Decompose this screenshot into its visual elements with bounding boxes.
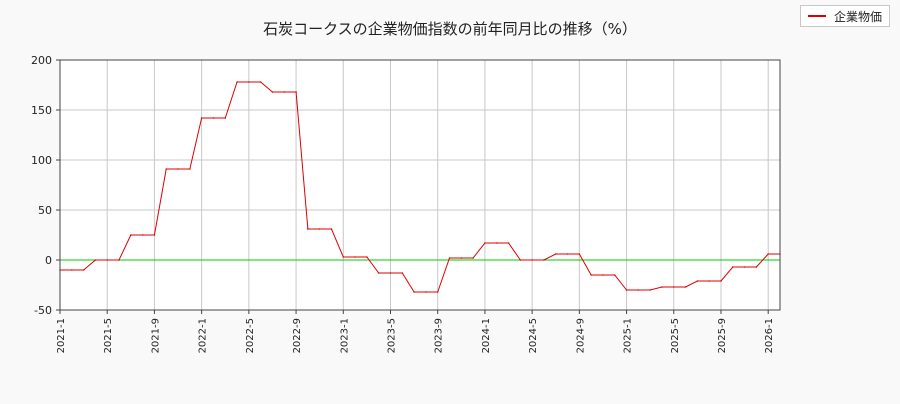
data-point — [460, 257, 463, 259]
data-point — [307, 228, 309, 230]
x-tick-label: 2025-9 — [717, 318, 728, 353]
data-point — [743, 266, 746, 268]
y-tick-labels: -50 0 50 100 150 200 — [31, 54, 60, 317]
x-tick-label: 2025-1 — [623, 318, 634, 353]
data-point — [672, 286, 675, 288]
data-point — [71, 269, 73, 271]
data-point — [472, 257, 474, 259]
data-point — [283, 91, 286, 93]
data-point — [531, 259, 533, 261]
data-point — [212, 117, 215, 119]
x-tick-label: 2026-1 — [764, 318, 775, 353]
y-tick-label: 200 — [31, 54, 52, 67]
data-point — [177, 168, 179, 170]
data-point — [236, 81, 238, 83]
data-point — [436, 291, 439, 293]
data-point — [377, 272, 380, 274]
data-point — [295, 91, 297, 93]
x-tick-label: 2023-5 — [386, 318, 397, 353]
data-point — [755, 266, 758, 268]
data-point — [401, 272, 404, 274]
x-tick-label: 2023-9 — [434, 318, 445, 353]
series-line-kigyo-bukka — [60, 81, 780, 293]
data-point — [153, 234, 156, 236]
y-tick-label: 100 — [31, 154, 52, 167]
data-point — [342, 256, 345, 258]
data-point — [519, 259, 522, 261]
data-point — [602, 274, 604, 276]
data-point — [637, 289, 640, 291]
data-point — [200, 117, 203, 119]
data-point — [554, 253, 557, 255]
data-point — [566, 253, 569, 255]
x-tick-label: 2021-9 — [150, 318, 161, 353]
data-point — [767, 253, 769, 255]
data-point — [590, 274, 592, 276]
x-tick-label: 2025-5 — [670, 318, 681, 353]
x-tick-label: 2023-1 — [339, 318, 350, 353]
data-point — [507, 242, 510, 244]
data-point — [259, 81, 262, 83]
data-point — [330, 228, 333, 230]
legend-label: 企業物価 — [834, 9, 883, 24]
data-point — [661, 286, 663, 288]
chart-title: 石炭コークスの企業物価指数の前年同月比の推移（%） — [263, 20, 637, 38]
data-point — [106, 259, 109, 261]
y-tick-label: 50 — [38, 204, 52, 217]
x-tick-label: 2022-5 — [245, 318, 256, 353]
data-point — [389, 272, 392, 274]
data-point — [696, 280, 699, 282]
legend: 企業物価 — [800, 5, 890, 27]
data-point — [720, 280, 722, 282]
x-tick-label: 2022-9 — [292, 318, 303, 353]
data-point — [684, 286, 687, 288]
data-point — [354, 256, 356, 258]
data-points — [59, 81, 781, 293]
data-point — [189, 168, 191, 170]
data-point — [165, 168, 168, 170]
data-point — [224, 117, 227, 119]
x-tick-labels: 2021-1 2021-5 2021-9 2022-1 2022-5 2022-9 2023… — [56, 310, 775, 353]
data-point — [425, 291, 427, 293]
x-tick-label: 2024-5 — [528, 318, 539, 353]
legend-swatch — [808, 15, 826, 17]
data-point — [625, 289, 628, 291]
y-tick-label: 150 — [31, 104, 52, 117]
data-point — [708, 280, 710, 282]
plot-area — [60, 60, 780, 310]
plot-border — [59, 59, 781, 311]
data-point — [649, 289, 651, 291]
data-point — [366, 256, 368, 258]
x-tick-label: 2021-5 — [103, 318, 114, 353]
x-tick-label: 2021-1 — [56, 318, 67, 353]
x-tick-label: 2022-1 — [198, 318, 209, 353]
y-tick-label: -50 — [34, 304, 52, 317]
y-tick-label: 0 — [45, 254, 52, 267]
data-point — [543, 259, 545, 261]
x-tick-label: 2024-9 — [575, 318, 586, 353]
data-point — [495, 242, 498, 244]
data-point — [318, 228, 321, 230]
data-point — [248, 81, 250, 83]
data-point — [118, 259, 120, 261]
data-point — [94, 259, 97, 261]
data-point — [271, 91, 274, 93]
data-point — [484, 242, 486, 244]
data-point — [578, 253, 581, 255]
data-point — [141, 234, 144, 236]
data-point — [731, 266, 734, 268]
data-point — [130, 234, 132, 236]
data-point — [82, 269, 85, 271]
data-point — [448, 257, 451, 259]
x-tick-label: 2024-1 — [481, 318, 492, 353]
data-point — [413, 291, 415, 293]
data-point — [613, 274, 616, 276]
